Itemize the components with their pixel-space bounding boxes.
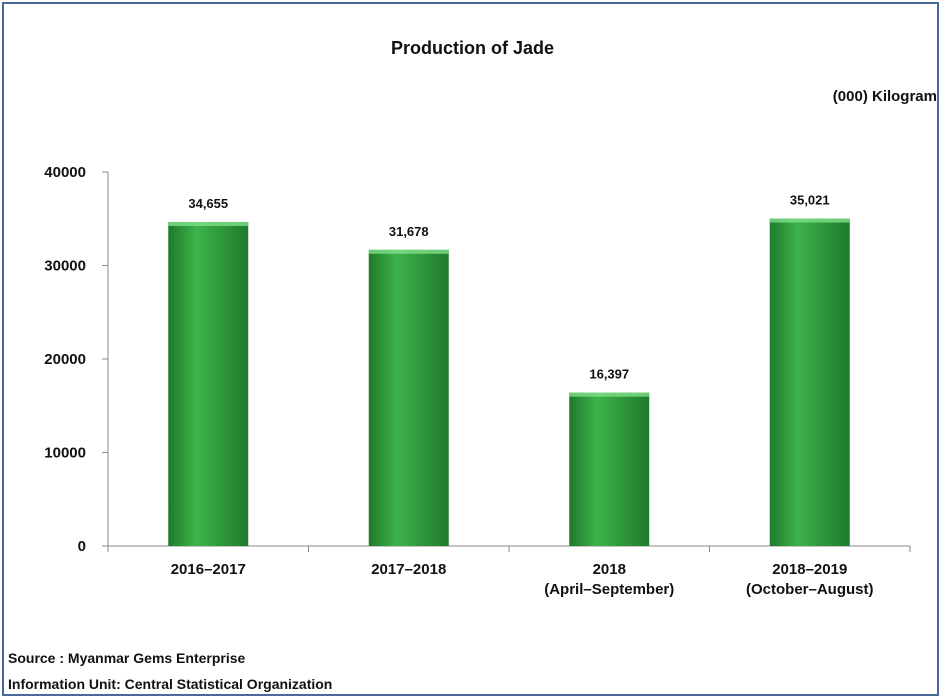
data-label: 16,397	[589, 367, 629, 382]
bar-top-highlight	[168, 221, 249, 226]
bar	[168, 221, 249, 546]
chart-title: Production of Jade	[390, 38, 554, 58]
x-tick-label: 2017–2018	[371, 561, 446, 578]
data-label: 31,678	[389, 224, 429, 239]
x-tick-label: 2018–2019	[772, 561, 847, 578]
data-label: 35,021	[790, 193, 830, 208]
data-label: 34,655	[188, 196, 228, 211]
chart-labels: 34,655 2016–2017 31,678 2017–2018 16,397 2018…	[171, 193, 874, 598]
bar-chart: 0 10000 20000 30000 40000 34,655 2016–2017 31,…	[44, 164, 911, 598]
y-tick-label: 40000	[44, 164, 86, 181]
source-note: Source : Myanmar Gems Enterprise	[8, 650, 246, 666]
chart-bars	[168, 218, 850, 546]
bar	[368, 249, 449, 546]
x-tick-label: 2016–2017	[171, 561, 246, 578]
bar	[769, 218, 850, 546]
y-tick-label: 10000	[44, 445, 86, 462]
bar-top-highlight	[569, 392, 650, 397]
information-unit-note: Information Unit: Central Statistical Or…	[8, 676, 333, 692]
bar-top-highlight	[769, 218, 850, 223]
x-tick-label: (October–August)	[746, 581, 874, 598]
bar	[569, 392, 650, 546]
y-tick-label: 0	[78, 538, 86, 555]
x-tick-label: 2018	[593, 561, 626, 578]
unit-label: (000) Kilogram	[832, 88, 937, 105]
y-tick-label: 30000	[44, 258, 86, 275]
bar-top-highlight	[368, 249, 449, 254]
x-tick-label: (April–September)	[544, 581, 674, 598]
y-tick-label: 20000	[44, 351, 86, 368]
